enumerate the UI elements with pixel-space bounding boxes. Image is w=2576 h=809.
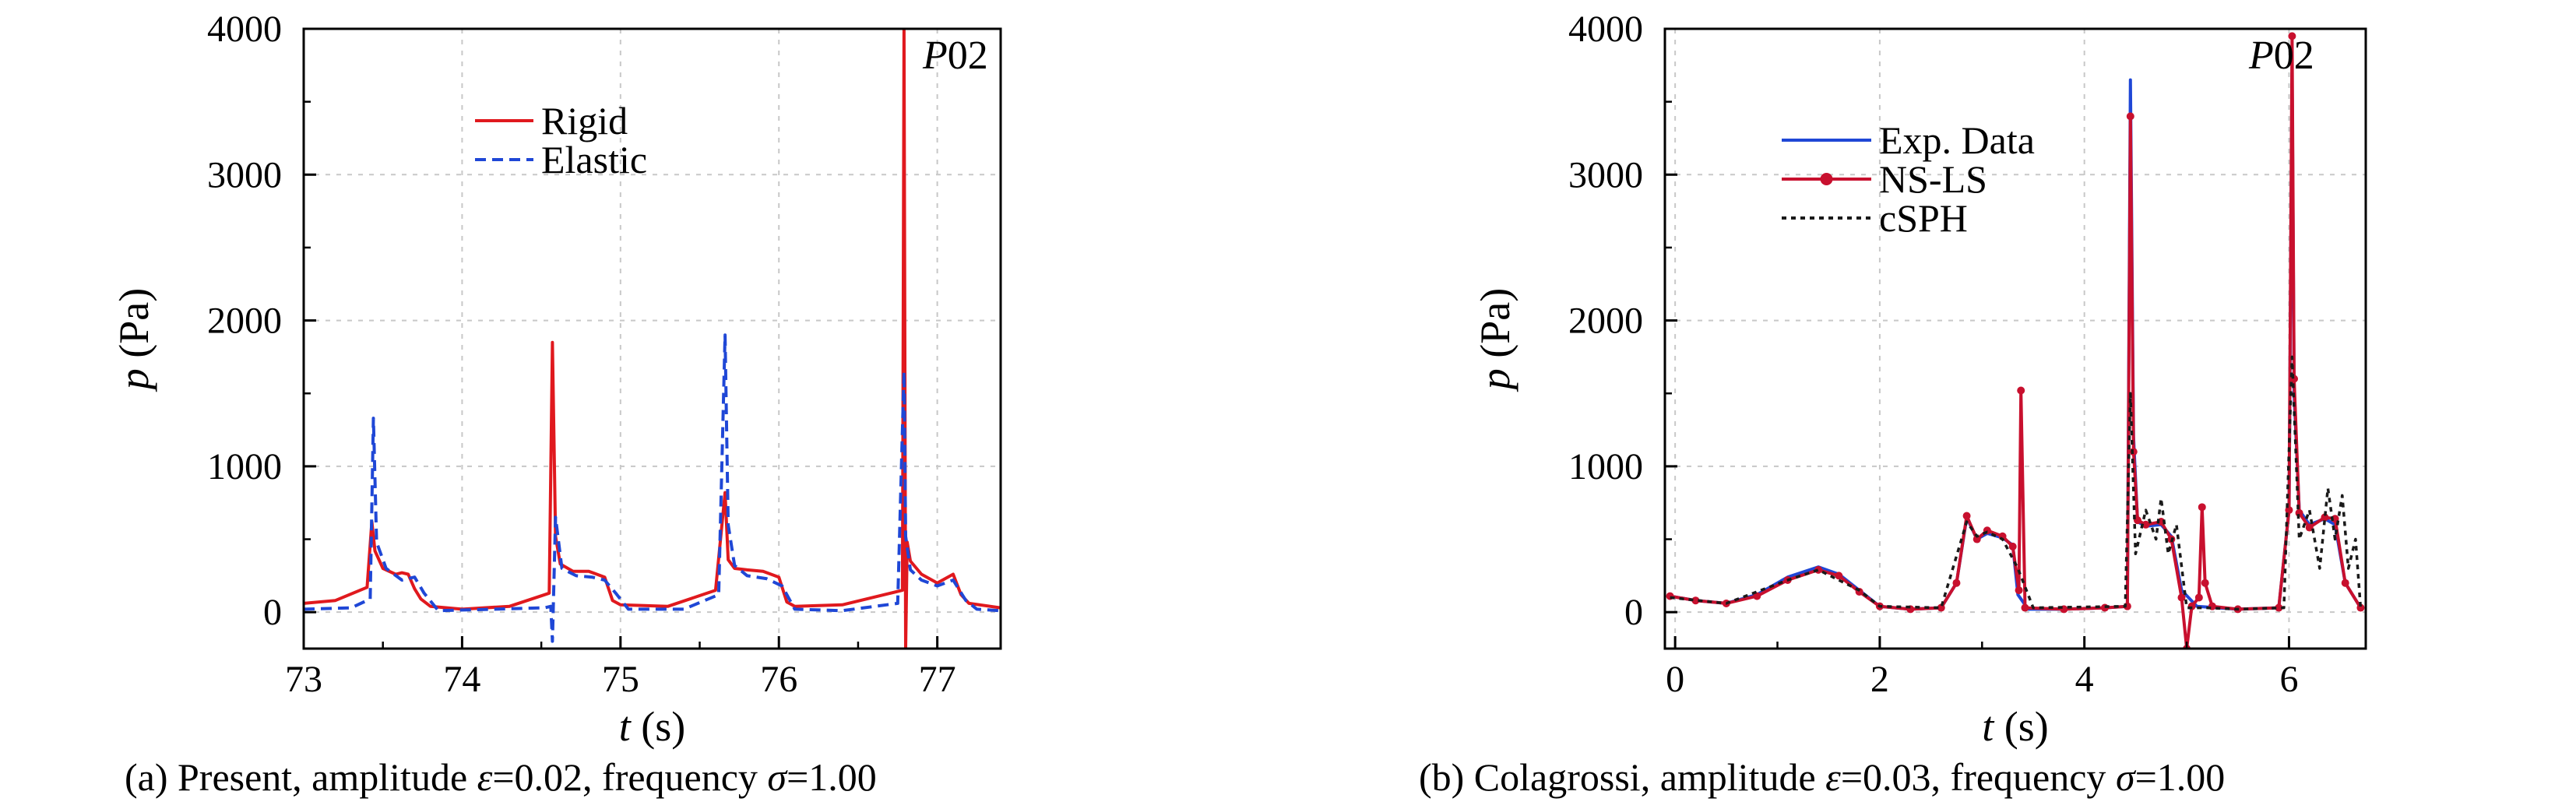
panel-b-marker-1-45	[2341, 579, 2349, 587]
panel-b-marker-1-26	[2141, 520, 2150, 529]
panel-a-caption: (a) Present, amplitude ε=0.02, frequency…	[125, 755, 877, 799]
panel-a-xtick-label-4: 77	[919, 659, 956, 700]
panel-b-marker-1-34	[2201, 579, 2209, 587]
panel-b-frame	[1663, 27, 2367, 650]
panel-b-xtick-label-0: 0	[1666, 659, 1684, 700]
panel-b-marker-1-46	[2356, 603, 2365, 612]
panel-b-legend-marker-1	[1820, 173, 1833, 185]
panel-b-marker-1-37	[2275, 603, 2283, 612]
panel-b-marker-1-29	[2177, 593, 2186, 602]
panel-a-ylabel: p (Pa)	[111, 288, 157, 392]
panel-b-marker-1-39	[2288, 32, 2296, 40]
panel-a-legend-label-1: Elastic	[541, 138, 647, 181]
panel-a-frame	[302, 27, 1002, 650]
panel-b-marker-1-16	[2008, 542, 2017, 550]
panel-a-ytick-label-2: 2000	[207, 301, 282, 342]
panel-b-caption: (b) Colagrossi, amplitude ε=0.03, freque…	[1419, 755, 2225, 799]
panel-b-marker-1-12	[1962, 512, 1971, 520]
panel-b-ylabel: p (Pa)	[1472, 288, 1519, 392]
panel-b-xtick-label-2: 4	[2075, 659, 2094, 700]
panel-b-marker-1-18	[2017, 386, 2025, 395]
panel-a-xlabel: t (s)	[619, 703, 686, 750]
panel-b-plot: 0 2 4 6 0 1000 2000 3000 4000 Exp. DataNS-LScSPH…	[1472, 9, 2367, 750]
panel-a-xtick-label-1: 74	[443, 659, 480, 700]
panel-b-ytick-label-0: 0	[1624, 592, 1643, 633]
panel-b-ytick-label-1: 1000	[1568, 446, 1643, 487]
panel-a-ytick-label-1: 1000	[207, 446, 282, 487]
panel-b-marker-1-33	[2198, 503, 2206, 512]
panel-a-plot: 73 74 75 76 77 0 1000 2000 3000 4000 RigidElastic…	[111, 9, 1002, 750]
panel-a-xtick-label-3: 76	[760, 659, 797, 700]
panel-b-legend-label-1: NS-LS	[1879, 157, 1987, 201]
panel-a-series-rigid	[304, 29, 1001, 649]
panel-b-marker-1-38	[2285, 506, 2293, 515]
panel-b-marker-1-23	[2126, 112, 2134, 121]
panel-b-marker-1-1	[1691, 596, 1700, 605]
panel-b-legend-label-2: cSPH	[1879, 196, 1968, 240]
panel-b-marker-1-13	[1972, 535, 1981, 543]
panel-b-legend-label-0: Exp. Data	[1879, 118, 2035, 162]
panel-b-marker-1-43	[2321, 513, 2329, 522]
panel-b-marker-1-17	[2015, 586, 2023, 595]
panel-b-xtick-label-1: 2	[1870, 659, 1889, 700]
panel-b-marker-1-32	[2194, 593, 2203, 602]
panel-a-ytick-label-0: 0	[263, 592, 282, 633]
panel-b-marker-1-3	[1753, 592, 1761, 600]
panel-b-tag: P02	[2248, 33, 2314, 78]
panel-a-legend-label-0: Rigid	[541, 99, 628, 142]
panel-b-xlabel: t (s)	[1982, 703, 2049, 750]
panel-a-series-elastic	[304, 333, 1001, 643]
panel-a-xtick-label-0: 73	[285, 659, 322, 700]
panel-b-ytick-label-3: 3000	[1568, 154, 1643, 195]
panel-b-marker-1-42	[2305, 523, 2314, 532]
panel-b-ytick-label-4: 4000	[1568, 9, 1643, 50]
panel-a-ytick-label-3: 3000	[207, 154, 282, 195]
panel-b-marker-1-6	[1835, 572, 1843, 580]
panel-a-xtick-label-2: 75	[602, 659, 639, 700]
panel-a-ytick-label-4: 4000	[207, 9, 282, 50]
panel-b-marker-1-19	[2021, 603, 2029, 612]
panel-b-ytick-label-2: 2000	[1568, 301, 1643, 342]
panel-a-tag: P02	[922, 33, 988, 78]
panel-b-marker-1-11	[1952, 579, 1961, 587]
panel-b-xtick-label-3: 6	[2279, 659, 2298, 700]
